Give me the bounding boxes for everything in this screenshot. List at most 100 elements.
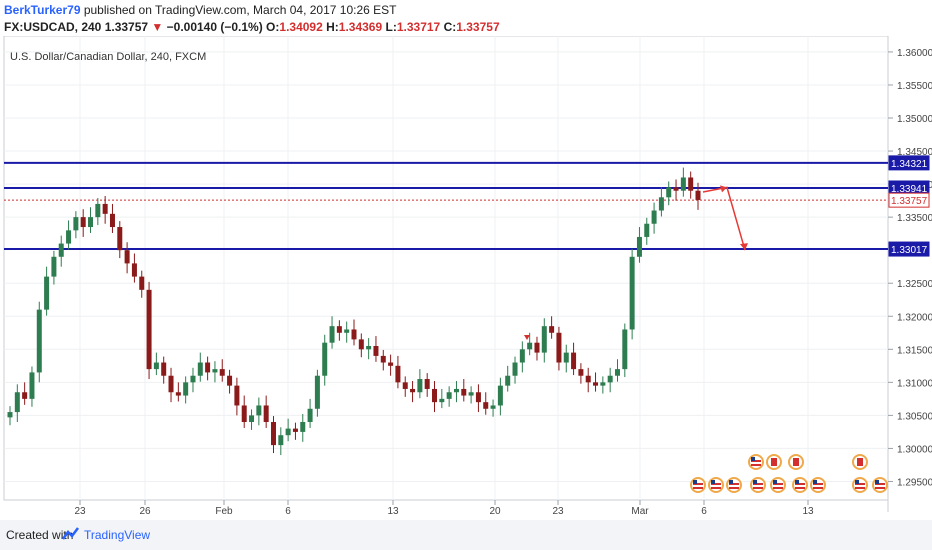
high-label: H: — [322, 20, 339, 34]
flag-detail — [875, 487, 885, 489]
candle-body — [388, 362, 394, 366]
arrow-head — [740, 243, 748, 251]
flag-detail — [813, 480, 817, 484]
candles — [7, 167, 701, 456]
level-price-tag — [888, 155, 930, 171]
price-tick-label: 1.30500 — [897, 411, 932, 422]
chart-title: U.S. Dollar/Canadian Dollar, 240, FXCM — [10, 51, 206, 63]
candle-body — [490, 405, 496, 409]
candle-body — [14, 392, 20, 413]
candle-body — [607, 375, 613, 383]
candle-body — [475, 392, 481, 403]
candle-body — [636, 236, 642, 257]
last-price-tag-label: 1.33757 — [891, 196, 928, 207]
level-price-tag-label: 1.34321 — [891, 159, 928, 170]
candle-body — [483, 402, 489, 409]
flag-detail — [875, 480, 879, 484]
candle-body — [453, 388, 459, 393]
candle-body — [175, 392, 181, 396]
flag-detail — [855, 487, 865, 489]
high-value: 1.34369 — [338, 20, 383, 34]
candle-body — [505, 375, 511, 386]
candle-body — [468, 392, 474, 396]
candle-body — [336, 326, 342, 333]
flag-detail — [753, 487, 763, 489]
candle-body — [219, 369, 225, 376]
candle-body — [432, 388, 438, 403]
candle-body — [380, 355, 386, 363]
flag-detail — [795, 487, 805, 489]
candle-body — [95, 203, 101, 218]
candle-body — [241, 405, 247, 422]
candle-body — [446, 392, 452, 399]
low-value: 1.33717 — [396, 20, 441, 34]
author-link[interactable]: BerkTurker79 — [4, 3, 81, 17]
candle-body — [109, 213, 115, 228]
time-tick-label: 20 — [489, 506, 501, 517]
price-chart[interactable]: U.S. Dollar/Canadian Dollar, 240, FXCM 2… — [0, 36, 932, 520]
time-tick-label: 13 — [387, 506, 399, 517]
price-tick-label: 1.29500 — [897, 477, 932, 488]
candle-body — [680, 177, 686, 191]
candle-body — [314, 375, 320, 409]
candle-body — [439, 398, 445, 403]
candle-body — [329, 326, 335, 343]
flag-detail — [793, 458, 799, 466]
candle-body — [292, 428, 298, 432]
open-label: O: — [266, 20, 280, 34]
candle-body — [307, 408, 313, 422]
candle-body — [168, 375, 174, 393]
flag-detail — [773, 480, 777, 484]
chart-header: BerkTurker79 published on TradingView.co… — [0, 0, 932, 40]
candle-body — [73, 217, 79, 231]
close-label: C: — [440, 20, 457, 34]
flag-detail — [773, 483, 783, 485]
flag-detail — [753, 480, 757, 484]
price-tick-label: 1.32500 — [897, 279, 932, 290]
candle-body — [212, 369, 218, 373]
flag-detail — [751, 464, 761, 466]
candle-body — [351, 329, 357, 340]
candle-body — [256, 405, 262, 416]
time-tick-label: 23 — [552, 506, 564, 517]
candle-body — [278, 435, 284, 446]
open-value: 1.34092 — [279, 20, 323, 34]
publish-info: published on TradingView.com, March 04, … — [80, 3, 397, 17]
candle-body — [644, 223, 650, 237]
flag-detail — [753, 483, 763, 485]
price-tick-label: 1.32000 — [897, 312, 932, 323]
down-arrow-icon: ▼ — [151, 20, 164, 34]
candle-body — [622, 329, 628, 370]
candle-body — [358, 339, 364, 350]
ohlc-line: FX:USDCAD, 240 1.33757 ▼ −0.00140 (−0.1%… — [4, 20, 500, 34]
candle-body — [66, 230, 72, 244]
candle-body — [578, 369, 584, 376]
price-tick-label: 1.35500 — [897, 81, 932, 92]
candle-body — [249, 415, 255, 422]
candle-body — [227, 375, 233, 386]
flag-detail — [813, 483, 823, 485]
flag-detail — [875, 483, 885, 485]
candle-body — [51, 256, 57, 277]
candle-body — [527, 342, 533, 350]
candle-body — [344, 329, 350, 333]
candle-body — [556, 332, 562, 363]
candle-body — [197, 362, 203, 376]
candle-body — [322, 342, 328, 376]
time-tick-label: 6 — [285, 506, 291, 517]
tradingview-brand-link[interactable]: TradingView — [84, 528, 151, 542]
price-tick-label: 1.30000 — [897, 444, 932, 455]
low-label: L: — [382, 20, 397, 34]
change-label: −0.00140 (−0.1%) — [163, 20, 267, 34]
signal-marker-icon — [524, 335, 530, 340]
candle-body — [461, 388, 467, 396]
candle-body — [534, 342, 540, 353]
price-axis-labels: 1.360001.355001.350001.345001.340001.335… — [888, 48, 932, 488]
candle-body — [80, 217, 86, 228]
flag-detail — [711, 483, 721, 485]
symbol-label: FX:USDCAD, 240 — [4, 20, 102, 34]
candle-body — [270, 421, 276, 446]
candle-body — [410, 388, 416, 393]
candle-body — [183, 382, 189, 396]
time-tick-label: Mar — [631, 506, 649, 517]
